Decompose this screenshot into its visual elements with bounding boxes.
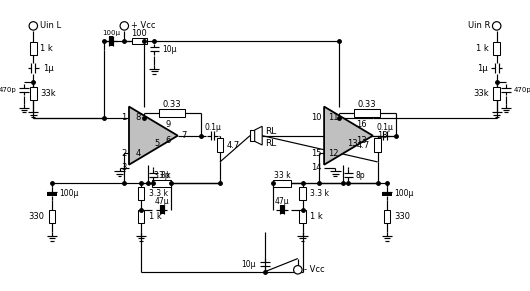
Text: - Vcc: - Vcc: [304, 265, 325, 274]
Text: 330: 330: [394, 212, 410, 221]
Text: 47μ: 47μ: [275, 197, 289, 206]
Text: 13: 13: [377, 131, 387, 140]
Bar: [354, 109, 381, 117]
Text: 3.3 k: 3.3 k: [149, 189, 167, 198]
Polygon shape: [255, 126, 262, 145]
Text: 4.7: 4.7: [226, 141, 240, 150]
Bar: [493, 42, 500, 55]
Text: 5: 5: [155, 139, 160, 148]
Text: 13: 13: [347, 139, 358, 148]
Text: 15: 15: [311, 149, 321, 158]
Text: 100: 100: [131, 29, 147, 38]
Text: 470p: 470p: [514, 87, 530, 93]
Bar: [299, 210, 306, 223]
Bar: [280, 205, 284, 214]
Text: 8p: 8p: [161, 171, 171, 180]
Text: 9: 9: [166, 120, 171, 129]
Text: 6: 6: [166, 136, 171, 145]
Text: 4: 4: [136, 149, 141, 158]
Bar: [47, 192, 57, 196]
Bar: [30, 87, 37, 100]
Text: 1 k: 1 k: [149, 212, 162, 221]
Bar: [160, 205, 164, 214]
Text: 33k: 33k: [40, 89, 56, 98]
Text: 0.1μ: 0.1μ: [377, 123, 393, 132]
Text: 10μ: 10μ: [241, 260, 255, 269]
Bar: [299, 187, 306, 200]
Bar: [138, 187, 145, 200]
Text: Uin R: Uin R: [468, 22, 490, 30]
Bar: [382, 192, 392, 196]
Text: 11: 11: [328, 113, 339, 122]
Text: 33 k: 33 k: [273, 171, 290, 180]
Text: 1 k: 1 k: [310, 212, 323, 221]
Text: 16: 16: [356, 120, 367, 129]
Polygon shape: [129, 107, 178, 165]
Bar: [374, 139, 381, 152]
Bar: [153, 180, 171, 187]
Text: 1μ: 1μ: [43, 64, 54, 73]
Text: 1 k: 1 k: [40, 44, 52, 53]
Text: 0.33: 0.33: [163, 100, 181, 109]
Bar: [30, 42, 37, 55]
Bar: [493, 87, 500, 100]
Text: 14: 14: [311, 163, 321, 172]
Text: 3: 3: [121, 163, 126, 172]
Text: 47μ: 47μ: [155, 197, 169, 206]
Text: 12: 12: [328, 149, 339, 158]
Circle shape: [29, 22, 38, 30]
Bar: [250, 130, 255, 141]
Bar: [132, 38, 147, 44]
Text: 100μ: 100μ: [394, 189, 414, 198]
Circle shape: [120, 22, 128, 30]
Polygon shape: [324, 107, 373, 165]
Text: 0.33: 0.33: [358, 100, 376, 109]
Text: 7: 7: [181, 131, 187, 140]
Text: 4.7: 4.7: [357, 141, 370, 150]
Bar: [138, 210, 145, 223]
Text: 33 k: 33 k: [154, 171, 170, 180]
Text: 330: 330: [29, 212, 45, 221]
Text: 10: 10: [311, 113, 321, 122]
Text: 33k: 33k: [474, 89, 489, 98]
Text: 1 k: 1 k: [476, 44, 489, 53]
Text: 3.3 k: 3.3 k: [310, 189, 329, 198]
Text: 470p: 470p: [0, 87, 16, 93]
Text: + Vcc: + Vcc: [131, 22, 155, 30]
Bar: [159, 109, 186, 117]
Text: 8p: 8p: [356, 171, 366, 180]
Text: RL: RL: [265, 139, 276, 148]
Bar: [217, 139, 223, 152]
Bar: [384, 210, 390, 223]
Bar: [272, 180, 292, 187]
Text: Uin L: Uin L: [40, 22, 61, 30]
Text: 8: 8: [136, 113, 141, 122]
Bar: [109, 36, 113, 46]
Text: 1: 1: [121, 113, 126, 122]
Text: 0.1μ: 0.1μ: [204, 123, 221, 132]
Text: 100μ: 100μ: [59, 189, 79, 198]
Circle shape: [492, 22, 501, 30]
Circle shape: [294, 266, 302, 274]
Text: 100μ: 100μ: [102, 30, 120, 36]
Text: 1μ: 1μ: [476, 64, 487, 73]
Text: 2: 2: [121, 149, 126, 158]
Text: RL: RL: [265, 127, 276, 136]
Bar: [49, 210, 55, 223]
Text: 13: 13: [356, 136, 367, 145]
Text: 10μ: 10μ: [162, 45, 176, 54]
